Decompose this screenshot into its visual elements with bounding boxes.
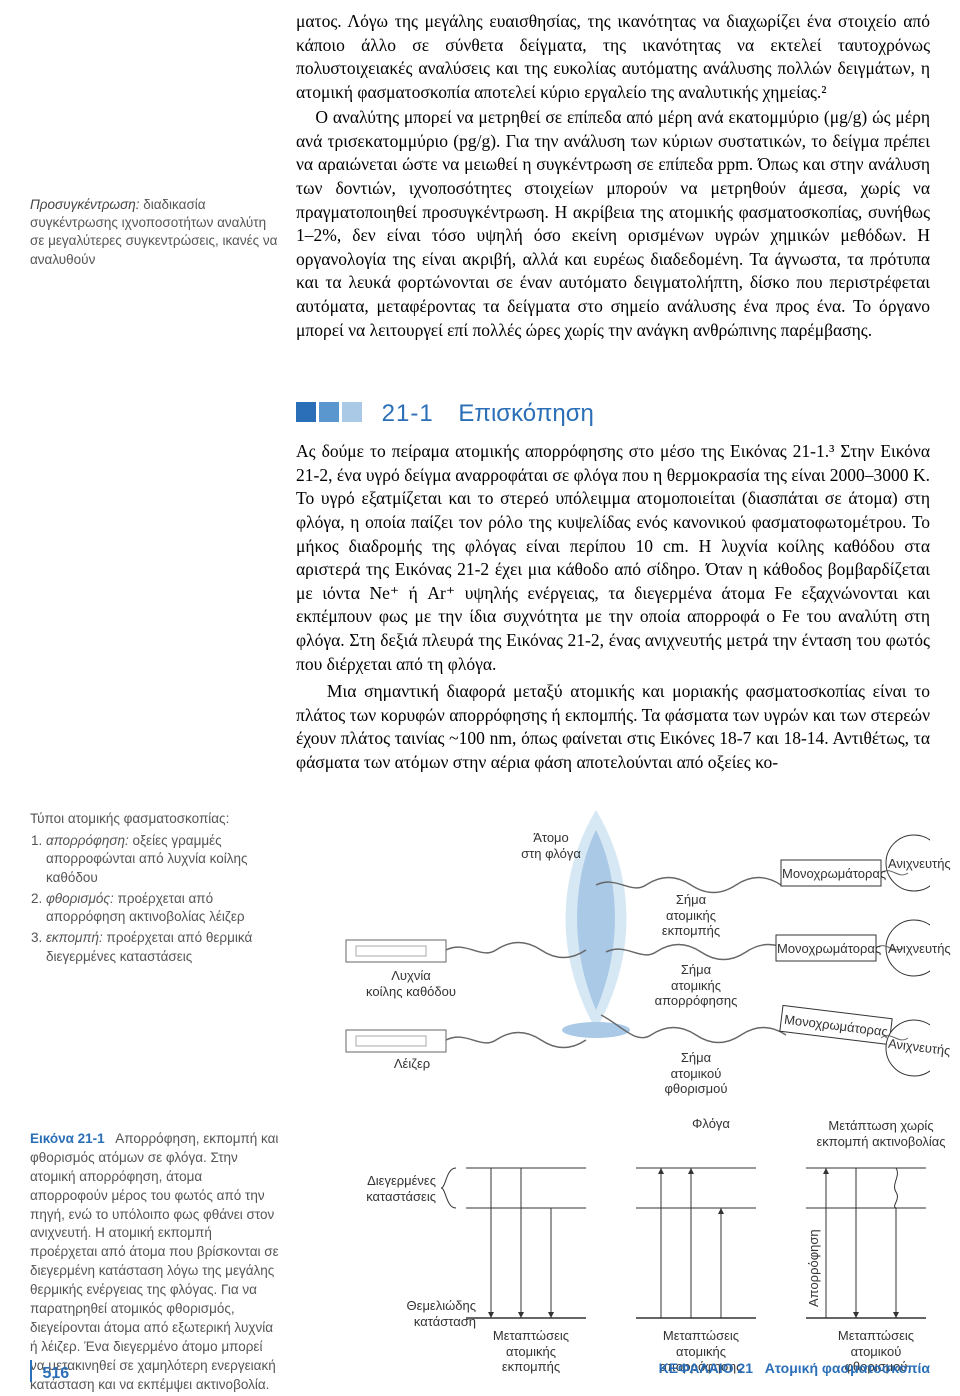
figure-upper-diagram: Άτομο στη φλόγα Λυχνία κοίλης καθόδου Λέ… bbox=[296, 800, 930, 1100]
label-excited-states: Διεγερμένες καταστάσεις bbox=[336, 1173, 436, 1204]
label-detector-2: Ανιχνευτής bbox=[888, 941, 942, 957]
figure-caption-text: Απορρόφηση, εκπομπή και φθορισμός ατόμων… bbox=[30, 1131, 279, 1392]
label-hollow-cathode-lamp: Λυχνία κοίλης καθόδου bbox=[356, 968, 466, 999]
page-number: 516 bbox=[42, 1365, 69, 1382]
figure-lower-diagram: Φλόγα Διεγερμένες καταστάσεις Θεμελιώδης… bbox=[296, 1118, 930, 1368]
section-number: 21-1 bbox=[382, 400, 434, 427]
body-paragraph-1: ματος. Λόγω της μεγάλης ευαισθησίας, της… bbox=[296, 10, 930, 105]
label-flame: Φλόγα bbox=[676, 1116, 746, 1132]
spectroscopy-types-list: Τύποι ατομικής φασματοσκοπίας: απορρόφησ… bbox=[30, 810, 280, 969]
label-fluorescence-signal: Σήμα ατομικού φθορισμού bbox=[651, 1050, 741, 1097]
chapter-title: Ατομική φασματοσκοπία bbox=[765, 1360, 930, 1376]
section-title: Επισκόπηση bbox=[458, 400, 594, 427]
footer-bar bbox=[30, 1360, 32, 1382]
label-detector-1: Ανιχνευτής bbox=[888, 856, 942, 872]
section-heading: 21-1 Επισκόπηση bbox=[296, 400, 594, 429]
page-footer: 516 ΚΕΦΑΛΑΙΟ 21 Ατομική φασματοσκοπία bbox=[30, 1360, 930, 1384]
body-paragraph-2: Ο αναλύτης μπορεί να μετρηθεί σε επίπεδα… bbox=[296, 106, 930, 342]
body-paragraph-3: Ας δούμε το πείραμα ατομικής απορρόφησης… bbox=[296, 440, 930, 676]
label-emission-signal: Σήμα ατομικής εκπομπής bbox=[651, 892, 731, 939]
label-monochromator-1: Μονοχρωμάτορας bbox=[782, 866, 880, 882]
label-laser: Λέιζερ bbox=[372, 1056, 452, 1072]
types-list-title: Τύποι ατομικής φασματοσκοπίας: bbox=[30, 810, 280, 828]
label-atom-in-flame: Άτομο στη φλόγα bbox=[506, 830, 596, 861]
label-monochromator-2: Μονοχρωμάτορας bbox=[777, 941, 875, 957]
label-absorption-vertical: Απορρόφηση bbox=[806, 1228, 822, 1308]
label-ground-state: Θεμελιώδης κατάσταση bbox=[376, 1298, 476, 1329]
body-paragraph-4: Μια σημαντική διαφορά μεταξύ ατομικής κα… bbox=[296, 680, 930, 775]
figure-label: Εικόνα 21-1 bbox=[30, 1131, 105, 1146]
margin-note-presygkentrosi: Προσυγκέντρωση: διαδικασία συγκέντρωσης … bbox=[30, 196, 280, 269]
chapter-label: ΚΕΦΑΛΑΙΟ 21 bbox=[659, 1360, 753, 1376]
margin-note-term: Προσυγκέντρωση: bbox=[30, 197, 139, 212]
list-item: εκπομπή: προέρχεται από θερμικά διεγερμέ… bbox=[46, 929, 280, 965]
figure-21-1-caption: Εικόνα 21-1 Απορρόφηση, εκπομπή και φθορ… bbox=[30, 1130, 280, 1394]
list-item: απορρόφηση: οξείες γραμμές απορροφώνται … bbox=[46, 832, 280, 887]
section-bars bbox=[296, 401, 365, 429]
label-nonradiative: Μετάπτωση χωρίς εκπομπή ακτινοβολίας bbox=[811, 1118, 951, 1149]
list-item: φθορισμός: προέρχεται από απορρόφηση ακτ… bbox=[46, 890, 280, 926]
label-absorption-signal: Σήμα ατομικής απορρόφησης bbox=[651, 962, 741, 1009]
